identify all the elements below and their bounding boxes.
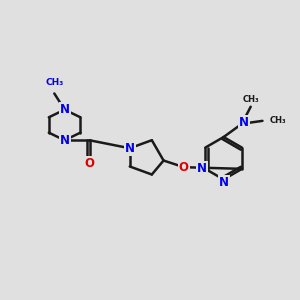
- Text: N: N: [60, 134, 70, 147]
- Text: CH₃: CH₃: [45, 78, 63, 87]
- Text: CH₃: CH₃: [242, 95, 259, 104]
- Text: N: N: [239, 116, 249, 129]
- Text: O: O: [178, 161, 189, 174]
- Text: N: N: [197, 162, 207, 175]
- Text: N: N: [219, 176, 229, 189]
- Text: O: O: [85, 157, 94, 170]
- Text: CH₃: CH₃: [270, 116, 286, 125]
- Text: N: N: [125, 142, 135, 155]
- Text: N: N: [60, 103, 70, 116]
